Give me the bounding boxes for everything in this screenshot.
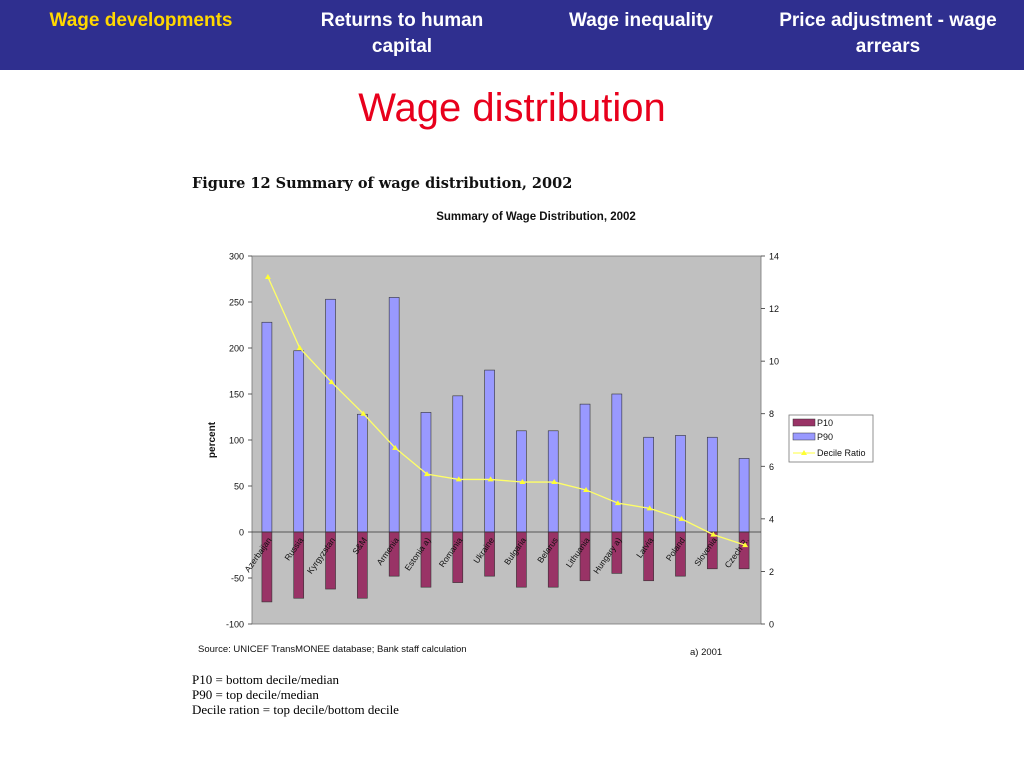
y2-tick-label: 0	[769, 620, 774, 630]
ratio-point	[328, 379, 335, 385]
ratio-point	[519, 479, 526, 485]
nav-price-adjustment[interactable]: Price adjustment - wage arrears	[779, 10, 997, 57]
slide-title: Wage distribution	[358, 86, 666, 130]
bar-p90	[388, 297, 400, 533]
bar-p90	[484, 369, 495, 533]
y-tick-label: 50	[234, 482, 244, 492]
footnote: a) 2001	[690, 647, 722, 658]
y2-tick-label: 14	[769, 252, 779, 262]
y-tick-label: 300	[229, 252, 244, 262]
bar-p90	[611, 393, 623, 533]
legend-p90-label: P90	[817, 432, 833, 442]
ratio-point	[392, 444, 399, 450]
y-tick-label: -50	[231, 574, 244, 584]
y2-tick-label: 12	[769, 304, 779, 314]
legend-p90-swatch	[792, 432, 816, 441]
right-axis: 14 12 10 8 6 4 2 0	[761, 252, 779, 630]
note-p90: P90 = top decile/median	[192, 687, 319, 702]
ratio-point	[296, 345, 303, 350]
bar-p90	[293, 350, 305, 533]
y-tick-label: 0	[239, 528, 244, 538]
bar-p90	[643, 436, 654, 533]
y2-tick-label: 10	[769, 357, 779, 367]
nav-wage-inequality[interactable]: Wage inequality	[569, 10, 713, 31]
figure-caption: Figure 12 Summary of wage distribution, …	[192, 175, 573, 192]
ratio-point	[710, 531, 717, 537]
ratio-point	[742, 542, 749, 548]
chart-title: Summary of Wage Distribution, 2002	[436, 211, 636, 223]
source-text: UNICEF TransMONEE database; Bank staff c…	[233, 644, 466, 655]
ratio-point	[423, 471, 430, 477]
y-tick-label: 150	[229, 390, 244, 400]
source-prefix: Source:	[198, 644, 233, 655]
note-decile-ratio: Decile ration = top decile/bottom decile	[192, 702, 399, 717]
figure-notes: P10 = bottom decile/median P90 = top dec…	[192, 672, 399, 717]
ratio-point	[678, 515, 685, 521]
ratio-polyline	[267, 276, 746, 546]
y-axis-label: percent	[207, 421, 218, 458]
ratio-point	[455, 476, 462, 482]
nav-wage-developments[interactable]: Wage developments	[49, 10, 233, 31]
bar-p90	[706, 436, 718, 533]
nav-returns-to-human-capital[interactable]: Returns to human capital	[320, 10, 484, 57]
bar-p90	[579, 403, 591, 533]
left-axis: 300 250 200 150 100 50 0 -50 -100	[226, 252, 252, 630]
bar-p90	[357, 413, 368, 533]
ratio-point	[551, 479, 558, 485]
note-p10: P10 = bottom decile/median	[192, 672, 340, 687]
y-tick-label: -100	[226, 620, 244, 630]
bar-p90	[738, 458, 750, 533]
y2-tick-label: 4	[769, 514, 774, 524]
bar-p90	[452, 395, 464, 533]
source-note: Source: UNICEF TransMONEE database; Bank…	[198, 644, 467, 655]
legend-ratio-marker	[801, 450, 807, 455]
ratio-point	[264, 274, 271, 280]
legend-ratio-label: Decile Ratio	[817, 448, 866, 458]
legend-p10-swatch	[792, 418, 816, 427]
ratio-point	[614, 500, 621, 506]
y-tick-label: 250	[229, 298, 244, 308]
legend-p10-label: P10	[817, 418, 833, 428]
bar-p90	[420, 412, 432, 533]
chart-legend: P10 P90 Decile Ratio	[788, 414, 874, 463]
y2-tick-label: 2	[769, 567, 774, 577]
y2-tick-label: 6	[769, 462, 774, 472]
ratio-point	[646, 505, 653, 511]
y-tick-label: 200	[229, 344, 244, 354]
ratio-point	[487, 476, 494, 482]
y2-tick-label: 8	[769, 409, 774, 419]
bar-p90	[261, 321, 273, 533]
top-navigation: Wage developments Returns to human capit…	[0, 0, 1024, 70]
bar-p90	[325, 298, 336, 533]
decile-ratio-line	[264, 274, 749, 548]
y-tick-label: 100	[229, 436, 244, 446]
ratio-point	[360, 410, 367, 416]
ratio-point	[583, 486, 590, 492]
